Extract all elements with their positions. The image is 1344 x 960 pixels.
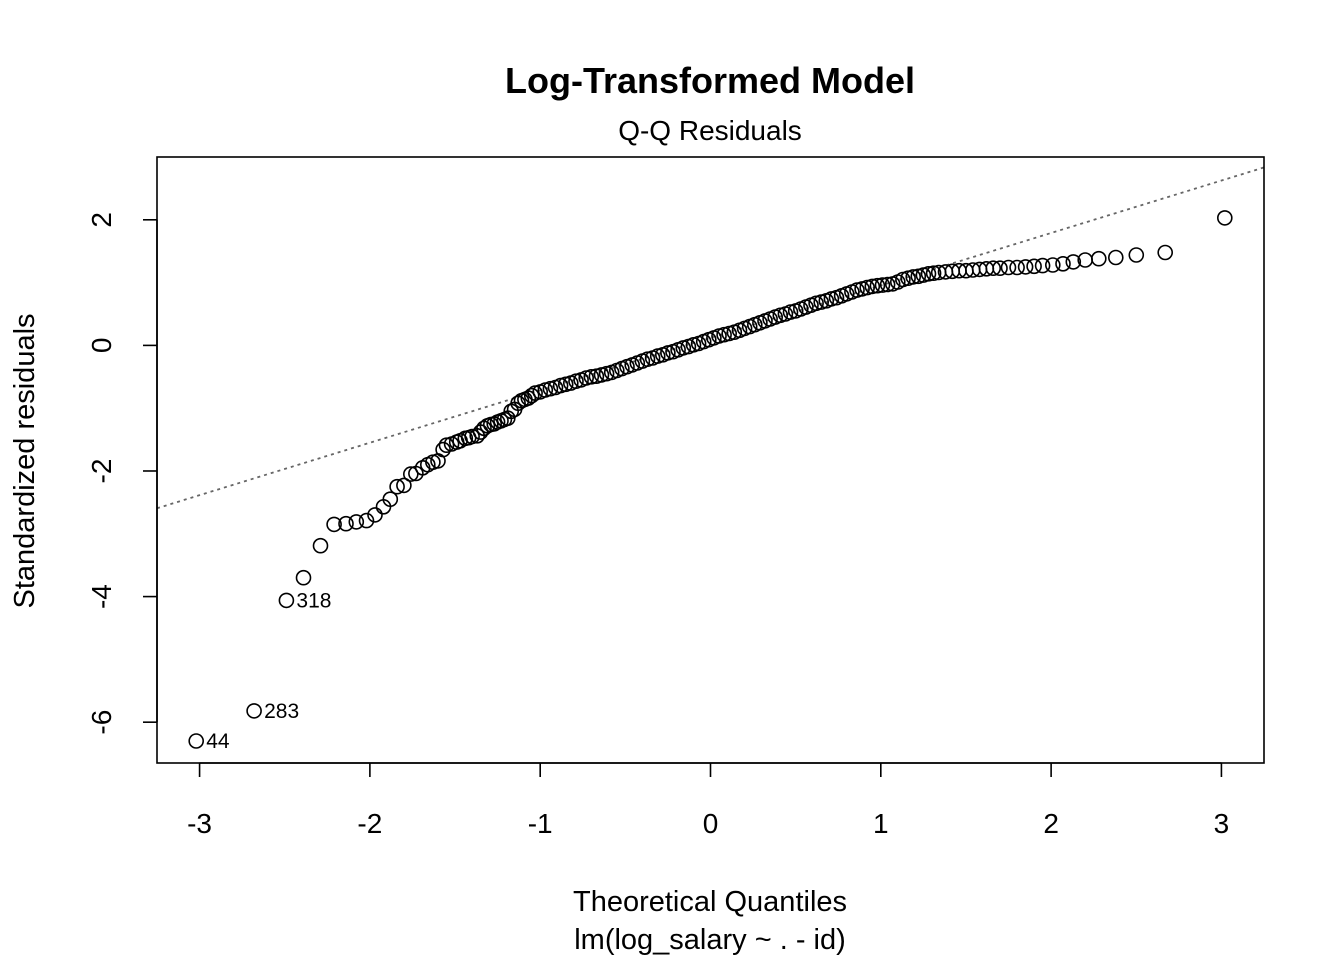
axes-layer: -3 -2 -1 0 1 2 3 -6 -4 -2 0 2: [86, 212, 1229, 839]
data-point: [1065, 254, 1082, 270]
point-label: 318: [296, 589, 331, 612]
data-point: [464, 428, 480, 445]
data-point: [1000, 259, 1017, 276]
data-point: [278, 592, 295, 609]
data-point: [869, 277, 886, 294]
data-point: [402, 466, 419, 482]
data-point: [348, 514, 365, 530]
data-point: [1017, 259, 1034, 275]
data-point: [188, 733, 204, 749]
x-tick-label: -3: [187, 808, 212, 839]
data-point: [338, 515, 354, 532]
data-point: [326, 516, 342, 533]
data-point: [1026, 258, 1042, 275]
data-point: [583, 368, 600, 385]
data-point: [312, 537, 329, 554]
data-point: [920, 265, 937, 282]
x-axis-sublabel: lm(log_salary ~ . - id): [574, 924, 846, 956]
data-point: [486, 416, 503, 432]
data-point: [358, 512, 375, 529]
data-point: [1045, 257, 1061, 273]
chart-title: Log-Transformed Model: [505, 60, 915, 101]
data-point: [382, 491, 399, 508]
y-tick-label: -4: [86, 584, 117, 609]
point-label: 44: [206, 730, 230, 753]
data-point: [1217, 210, 1233, 226]
data-point: [905, 269, 922, 285]
data-point: [879, 276, 896, 293]
data-point: [1055, 255, 1071, 272]
y-tick-label: 2: [86, 212, 117, 228]
x-tick-label: 0: [703, 808, 719, 839]
chart-subtitle: Q-Q Residuals: [618, 115, 802, 146]
data-point: [389, 478, 405, 495]
y-tick-label: 0: [86, 338, 117, 354]
y-tick-label: -6: [86, 710, 117, 735]
data-point: [246, 703, 262, 719]
y-tick-label: -2: [86, 459, 117, 484]
data-point: [1009, 259, 1025, 276]
data-point: [435, 441, 451, 458]
data-point: [523, 387, 540, 404]
data-point: [874, 277, 891, 293]
x-tick-label: -2: [357, 808, 382, 839]
data-point: [295, 569, 312, 586]
data-point: [396, 477, 412, 494]
point-label: 283: [264, 700, 299, 723]
x-tick-label: -1: [528, 808, 553, 839]
points-layer: [188, 210, 1233, 749]
x-axis-label: Theoretical Quantiles: [573, 886, 847, 918]
data-point: [1128, 247, 1145, 263]
data-point: [1157, 244, 1173, 261]
x-tick-label: 3: [1214, 808, 1230, 839]
data-point: [925, 265, 942, 282]
data-point: [1034, 257, 1051, 274]
data-point: [367, 507, 383, 523]
data-point: [1091, 250, 1107, 267]
y-axis-label: Standardized residuals: [9, 313, 41, 608]
data-point: [1108, 249, 1124, 266]
x-tick-label: 1: [873, 808, 889, 839]
point-labels-layer: 44 283 318: [206, 589, 331, 753]
data-point: [992, 260, 1008, 277]
data-point: [864, 278, 881, 295]
plot-frame: [156, 156, 1265, 764]
data-point: [985, 260, 1002, 277]
x-tick-label: 2: [1043, 808, 1059, 839]
